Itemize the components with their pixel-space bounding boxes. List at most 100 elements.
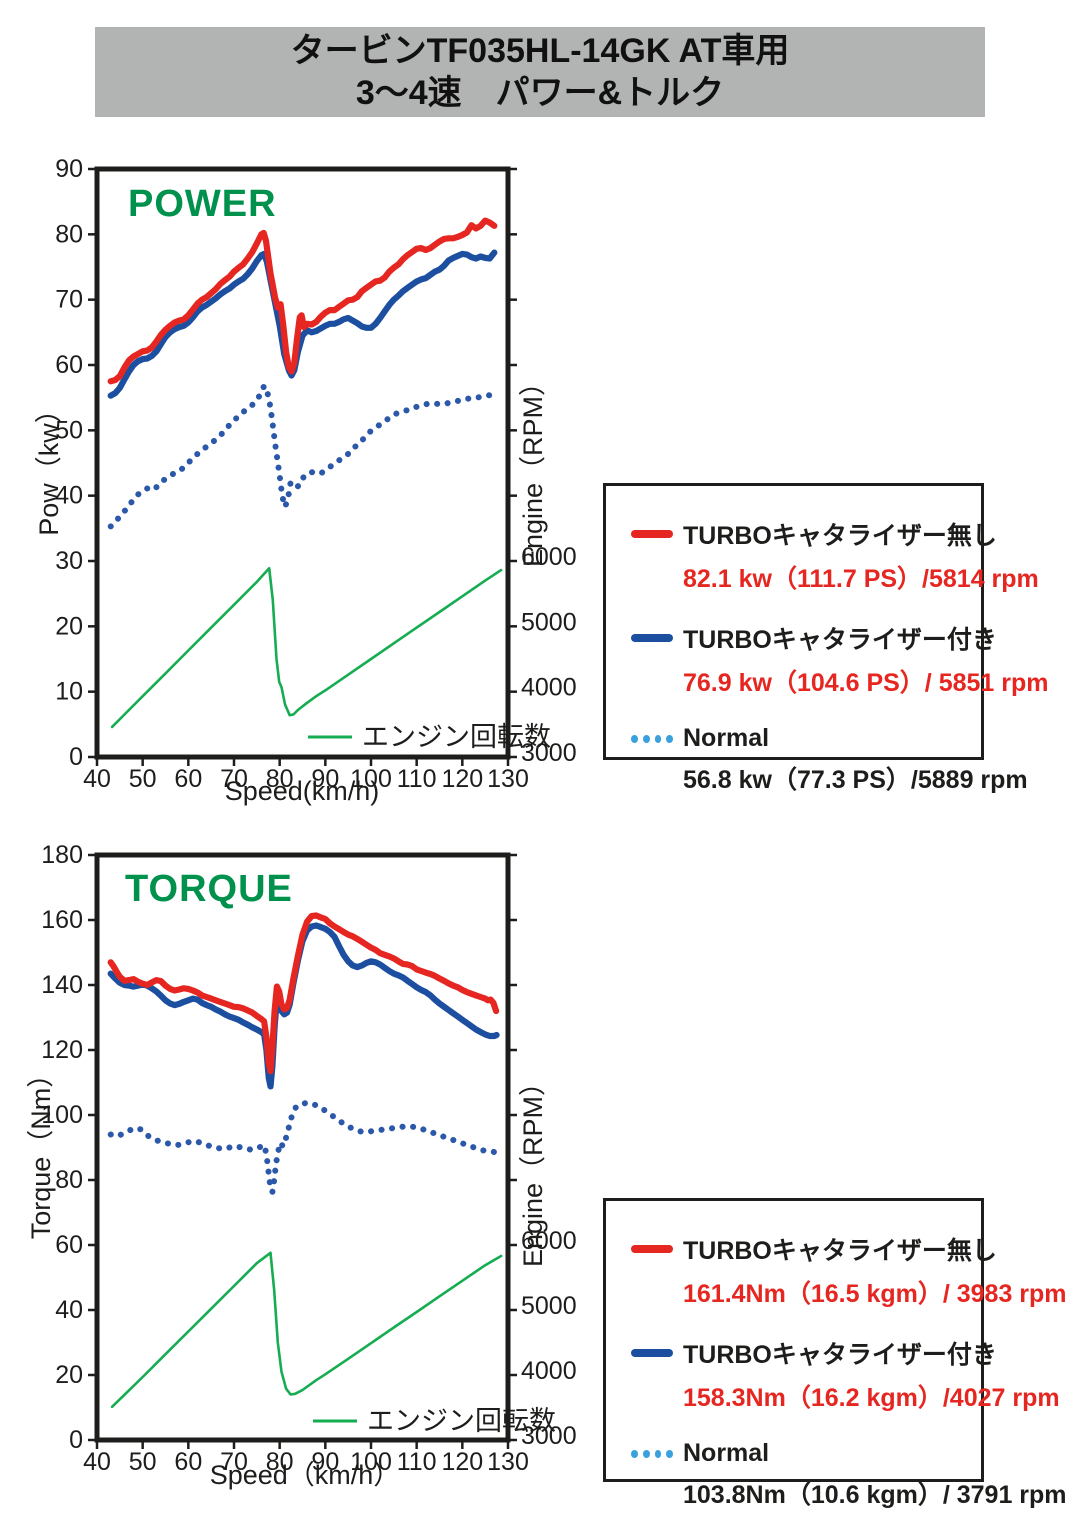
power-legend-item-turbo-no-cat: TURBOキャタライザー無し 82.1 kw（111.7 PS）/5814 rp… xyxy=(631,516,1039,595)
x-tick-label: 50 xyxy=(129,1448,157,1476)
y-axis-label: Torque（Nm） xyxy=(26,1061,56,1240)
legend-label: TURBOキャタライザー無し xyxy=(683,522,997,550)
x-tick-label: 70 xyxy=(220,1448,248,1476)
red-line-swatch-icon xyxy=(631,530,673,538)
chart-title: POWER xyxy=(128,183,277,225)
x-tick-label: 120 xyxy=(441,1448,483,1476)
chart-title: TORQUE xyxy=(125,868,293,910)
y-tick-label: 60 xyxy=(55,1231,83,1259)
rpm-tick-label: 4000 xyxy=(521,674,577,702)
x-tick-label: 50 xyxy=(129,765,157,793)
engine-rpm-legend-label: エンジン回転数 xyxy=(362,722,551,752)
power-legend-item-normal: Normal 56.8 kw（77.3 PS）/5889 rpm xyxy=(631,724,1028,796)
title-line2: 3～4速 パワー&トルク xyxy=(355,74,725,112)
y-tick-label: 10 xyxy=(55,678,83,706)
legend-value: 161.4Nm（16.5 kgm）/ 3983 rpm xyxy=(683,1280,1067,1308)
blue-line-swatch-icon xyxy=(631,634,673,642)
series-green-line xyxy=(110,566,503,729)
legend-value: 82.1 kw（111.7 PS）/5814 rpm xyxy=(683,565,1039,593)
x-tick-label: 110 xyxy=(397,1448,437,1476)
y-tick-label: 50 xyxy=(55,416,83,444)
rpm-tick-label: 5000 xyxy=(521,608,577,636)
power-legend-box: TURBOキャタライザー無し 82.1 kw（111.7 PS）/5814 rp… xyxy=(603,483,1049,794)
x-tick-label: 60 xyxy=(174,765,202,793)
y-tick-label: 90 xyxy=(55,155,83,183)
y-tick-label: 100 xyxy=(41,1101,83,1129)
y-tick-label: 80 xyxy=(55,220,83,248)
torque-legend-box: TURBOキャタライザー無し 161.4Nm（16.5 kgm）/ 3983 r… xyxy=(603,1198,1067,1509)
y-tick-label: 20 xyxy=(55,1361,83,1389)
rpm-axis-label: Engine（RPM） xyxy=(518,369,548,567)
rpm-tick-label: 3000 xyxy=(521,739,577,767)
plot-border xyxy=(94,166,511,760)
x-tick-label: 90 xyxy=(311,1448,339,1476)
x-tick-label: 110 xyxy=(397,765,437,793)
legend-label: TURBOキャタライザー付き xyxy=(683,1341,997,1369)
y-tick-label: 40 xyxy=(55,1296,83,1324)
rpm-tick-label: 5000 xyxy=(521,1292,577,1320)
legend-label: TURBOキャタライザー無し xyxy=(683,1237,997,1265)
y-axis-label: Pow（kw） xyxy=(34,396,64,536)
legend-value: 56.8 kw（77.3 PS）/5889 rpm xyxy=(683,766,1028,794)
y-tick-label: 120 xyxy=(41,1036,83,1064)
y-tick-label: 160 xyxy=(41,906,83,934)
legend-value: 103.8Nm（10.6 kgm）/ 3791 rpm xyxy=(683,1481,1067,1509)
x-tick-label: 60 xyxy=(174,1448,202,1476)
series-dot_blue-line xyxy=(107,382,498,530)
dotted-line-swatch-icon xyxy=(631,734,673,743)
rpm-tick-label: 6000 xyxy=(521,1227,577,1255)
x-tick-label: 130 xyxy=(487,765,529,793)
y-tick-label: 30 xyxy=(55,547,83,575)
rpm-tick-label: 4000 xyxy=(521,1357,577,1385)
y-tick-label: 20 xyxy=(55,612,83,640)
legend-label: TURBOキャタライザー付き xyxy=(683,626,997,654)
y-tick-label: 180 xyxy=(41,841,83,869)
rpm-tick-label: 3000 xyxy=(521,1422,577,1450)
rpm-tick-label: 6000 xyxy=(521,543,577,571)
x-tick-label: 120 xyxy=(441,765,483,793)
x-axis-label: Speed（km/h） xyxy=(210,1460,401,1490)
y-tick-label: 140 xyxy=(41,971,83,999)
legend-label: Normal xyxy=(683,724,770,752)
x-tick-label: 130 xyxy=(487,1448,529,1476)
x-axis-label: Speed(km/h) xyxy=(225,776,380,806)
x-tick-label: 90 xyxy=(311,765,339,793)
title-banner: タービンTF035HL-14GK AT車用 3～4速 パワー&トルク xyxy=(95,27,985,117)
series-blue-line xyxy=(107,922,500,1090)
series-red-line xyxy=(107,912,500,1075)
torque-legend-item-normal: Normal 103.8Nm（10.6 kgm）/ 3791 rpm xyxy=(631,1439,1067,1511)
y-tick-label: 70 xyxy=(55,286,83,314)
x-tick-label: 40 xyxy=(83,765,111,793)
x-tick-label: 40 xyxy=(83,1448,111,1476)
series-green-line xyxy=(110,1251,503,1409)
legend-label: Normal xyxy=(683,1439,770,1467)
title-line1: タービンTF035HL-14GK AT車用 xyxy=(290,31,790,70)
x-tick-label: 100 xyxy=(350,1448,392,1476)
blue-line-swatch-icon xyxy=(631,1349,673,1357)
plot-border xyxy=(94,852,511,1443)
x-tick-label: 100 xyxy=(350,765,392,793)
x-tick-label: 80 xyxy=(266,1448,294,1476)
power-legend-item-turbo-cat: TURBOキャタライザー付き 76.9 kw（104.6 PS）/ 5851 r… xyxy=(631,620,1049,699)
x-tick-label: 80 xyxy=(266,765,294,793)
red-line-swatch-icon xyxy=(631,1245,673,1253)
y-tick-label: 0 xyxy=(69,743,83,771)
rpm-axis-label: Engine（RPM） xyxy=(518,1069,548,1267)
torque-legend-item-turbo-cat: TURBOキャタライザー付き 158.3Nm（16.2 kgm）/4027 rp… xyxy=(631,1335,1060,1414)
torque-legend-item-turbo-no-cat: TURBOキャタライザー無し 161.4Nm（16.5 kgm）/ 3983 r… xyxy=(631,1231,1067,1310)
dotted-line-swatch-icon xyxy=(631,1449,673,1458)
series-dot_blue-line xyxy=(107,1099,502,1195)
y-tick-label: 0 xyxy=(69,1426,83,1454)
y-tick-label: 60 xyxy=(55,351,83,379)
engine-rpm-legend-label: エンジン回転数 xyxy=(367,1406,556,1436)
legend-value: 158.3Nm（16.2 kgm）/4027 rpm xyxy=(683,1384,1060,1412)
series-red-line xyxy=(107,217,498,385)
y-tick-label: 40 xyxy=(55,482,83,510)
legend-value: 76.9 kw（104.6 PS）/ 5851 rpm xyxy=(683,669,1049,697)
x-tick-label: 70 xyxy=(220,765,248,793)
y-tick-label: 80 xyxy=(55,1166,83,1194)
power-chart: 0 10 20 30 40 50 60 70 80 90 40 50 60 70 80 90 100 110 120… xyxy=(34,155,577,806)
